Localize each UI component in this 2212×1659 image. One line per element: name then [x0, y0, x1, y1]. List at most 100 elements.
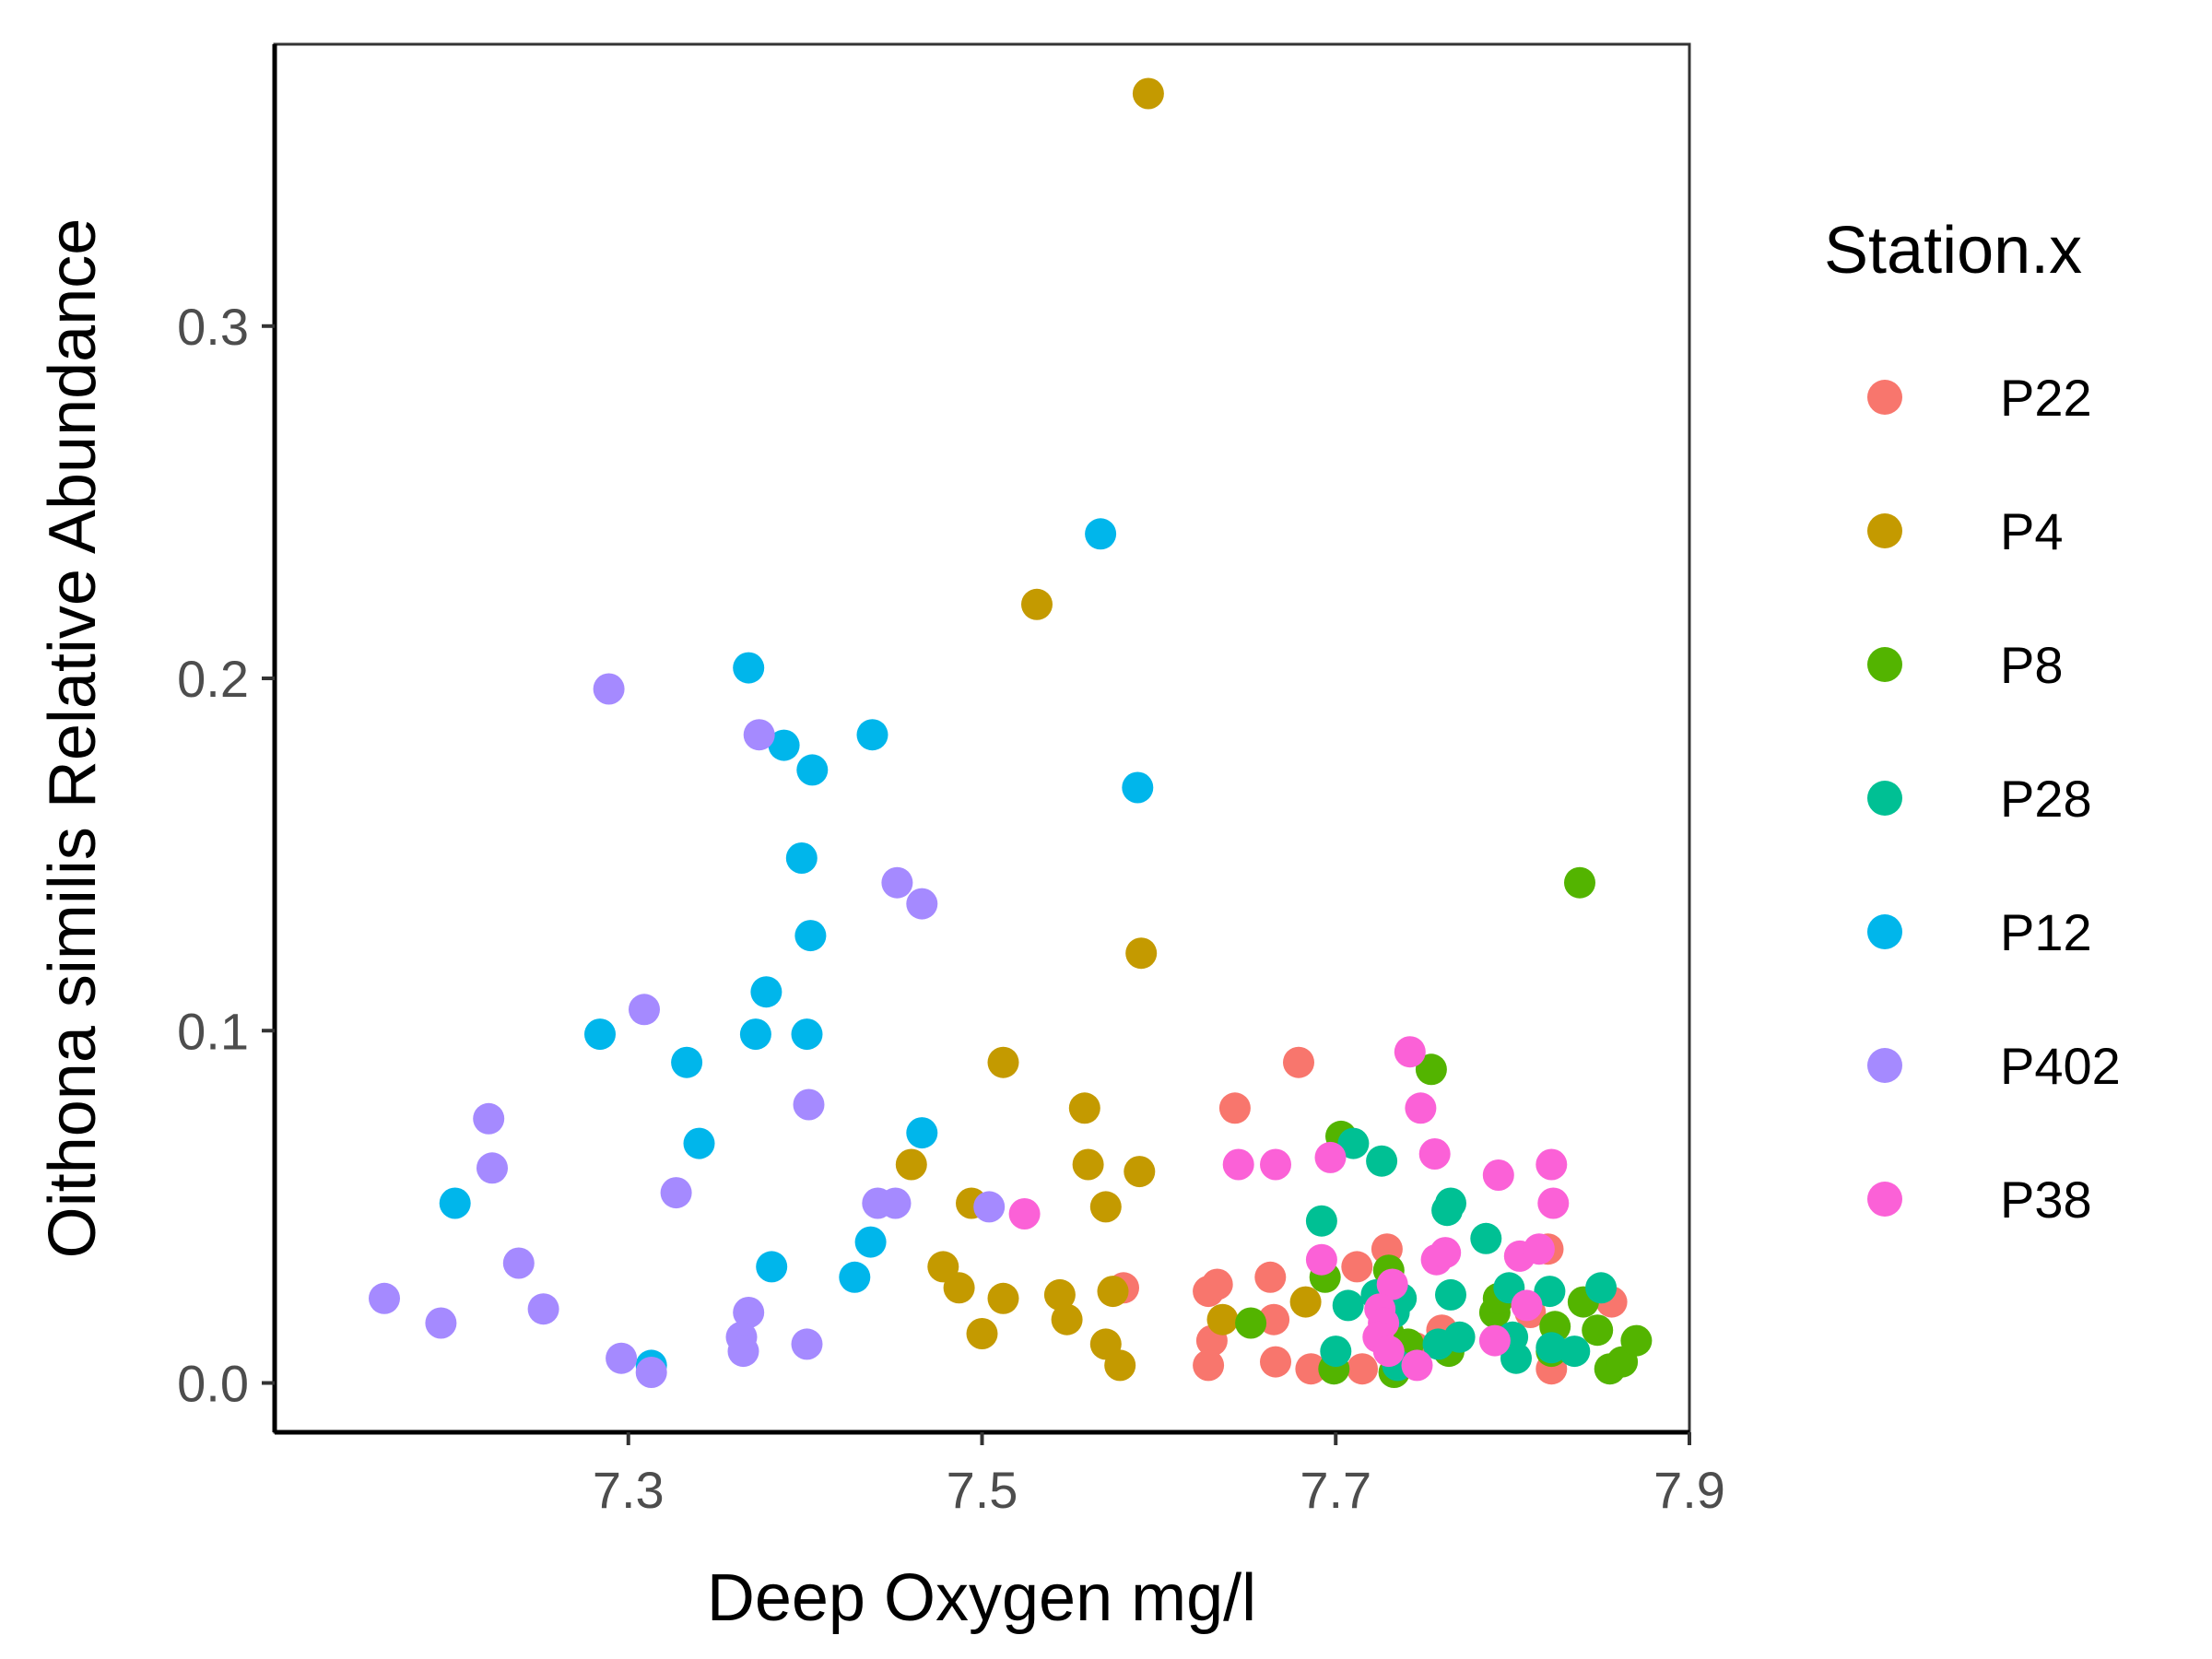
data-point-p4 [1132, 77, 1164, 110]
data-point-p28 [1500, 1342, 1532, 1374]
x-axis-title: Deep Oxygen mg/l [707, 1561, 1256, 1635]
legend-key-p8 [1867, 647, 1902, 682]
data-point-p4 [895, 1148, 927, 1181]
data-point-p12 [439, 1187, 471, 1219]
data-point-p402 [635, 1357, 667, 1388]
data-point-p38 [1394, 1036, 1426, 1068]
data-point-p22 [1347, 1353, 1378, 1385]
data-point-p4 [1043, 1278, 1076, 1311]
data-point-p4 [1104, 1349, 1136, 1382]
data-point-p38 [1314, 1141, 1347, 1173]
data-point-p8 [1415, 1053, 1447, 1086]
data-point-p12 [856, 719, 888, 751]
data-point-p402 [791, 1328, 823, 1360]
data-point-p38 [1430, 1237, 1462, 1269]
x-tick-label: 7.7 [1300, 1461, 1371, 1519]
data-point-p28 [1585, 1272, 1618, 1304]
data-point-p12 [785, 842, 818, 874]
data-point-p38 [1523, 1233, 1555, 1265]
data-point-p402 [743, 719, 775, 751]
data-point-p402 [502, 1247, 535, 1279]
data-point-p38 [1222, 1148, 1254, 1181]
data-point-p38 [1405, 1092, 1437, 1124]
data-point-p402 [660, 1177, 692, 1209]
data-point-p22 [1193, 1349, 1225, 1382]
data-point-p28 [1320, 1335, 1352, 1368]
data-point-p28 [1366, 1145, 1398, 1177]
data-point-p4 [1021, 588, 1053, 620]
data-point-p28 [1337, 1127, 1370, 1159]
data-point-p8 [1564, 866, 1595, 899]
legend-items: P22 P4 P8 P28 P12 P402 P38 [1867, 369, 2121, 1229]
data-point-p12 [791, 1018, 823, 1051]
data-point-p12 [854, 1226, 887, 1258]
data-point-p4 [987, 1282, 1019, 1314]
data-point-p4 [943, 1272, 975, 1304]
legend-title: Station.x [1824, 214, 2082, 288]
data-point-p402 [793, 1088, 825, 1121]
data-point-p28 [1435, 1278, 1466, 1311]
data-point-p4 [1097, 1276, 1129, 1308]
data-point-p38 [1260, 1148, 1291, 1181]
data-point-p4 [1125, 937, 1158, 970]
data-point-p38 [1401, 1349, 1433, 1382]
data-point-p28 [1535, 1332, 1568, 1364]
data-point-p4 [1124, 1156, 1156, 1188]
data-point-p4 [1206, 1303, 1239, 1335]
legend-key-p4 [1867, 513, 1902, 548]
data-point-p12 [750, 976, 782, 1008]
data-point-p38 [1418, 1138, 1451, 1170]
data-point-p12 [739, 1018, 771, 1051]
data-point-p402 [733, 1297, 765, 1328]
y-tick-label: 0.1 [177, 1002, 249, 1060]
legend-label-p8: P8 [2000, 636, 2064, 694]
x-tick-label: 7.5 [947, 1461, 1018, 1519]
legend-label-p4: P4 [2000, 502, 2064, 560]
data-point-p402 [473, 1102, 505, 1135]
data-point-p402 [593, 673, 625, 705]
data-points [369, 77, 1653, 1388]
data-point-p22 [1258, 1303, 1290, 1335]
x-tick-label: 7.3 [593, 1461, 665, 1519]
data-point-p22 [1283, 1046, 1314, 1078]
legend-label-p22: P22 [2000, 369, 2092, 427]
data-point-p28 [1305, 1205, 1337, 1237]
data-point-p402 [906, 888, 938, 920]
data-point-p38 [1008, 1198, 1041, 1230]
data-point-p22 [1254, 1261, 1287, 1293]
data-point-p28 [1431, 1194, 1464, 1227]
y-axis-title: Oithona similis Relative Abundance [36, 218, 110, 1259]
data-point-p12 [1122, 771, 1154, 804]
legend-key-p38 [1867, 1182, 1902, 1217]
x-tick-label: 7.9 [1653, 1461, 1725, 1519]
data-point-p402 [629, 994, 660, 1026]
data-point-p402 [477, 1152, 508, 1184]
data-point-p38 [1376, 1268, 1408, 1300]
y-tick-label: 0.3 [177, 298, 249, 356]
data-point-p4 [1289, 1286, 1322, 1318]
data-point-p8 [1620, 1324, 1653, 1357]
data-point-p12 [756, 1251, 788, 1283]
legend-key-p402 [1867, 1048, 1902, 1083]
data-point-p12 [683, 1127, 715, 1159]
data-point-p4 [1068, 1092, 1100, 1124]
data-point-p12 [733, 652, 765, 684]
data-point-p402 [425, 1307, 457, 1339]
data-point-p12 [584, 1018, 616, 1051]
data-point-p402 [369, 1282, 400, 1314]
data-point-p402 [973, 1191, 1006, 1223]
data-point-p22 [1201, 1268, 1233, 1300]
data-point-p12 [794, 920, 827, 952]
data-point-p402 [879, 1187, 912, 1219]
data-point-p12 [768, 729, 800, 761]
data-point-p28 [1470, 1222, 1502, 1254]
data-point-p28 [1534, 1276, 1566, 1308]
y-tick-label: 0.0 [177, 1354, 249, 1412]
legend-key-p22 [1867, 380, 1902, 415]
data-point-p38 [1305, 1243, 1337, 1276]
data-point-p8 [1582, 1314, 1614, 1347]
legend-label-p12: P12 [2000, 903, 2092, 961]
data-point-p22 [1218, 1092, 1251, 1124]
